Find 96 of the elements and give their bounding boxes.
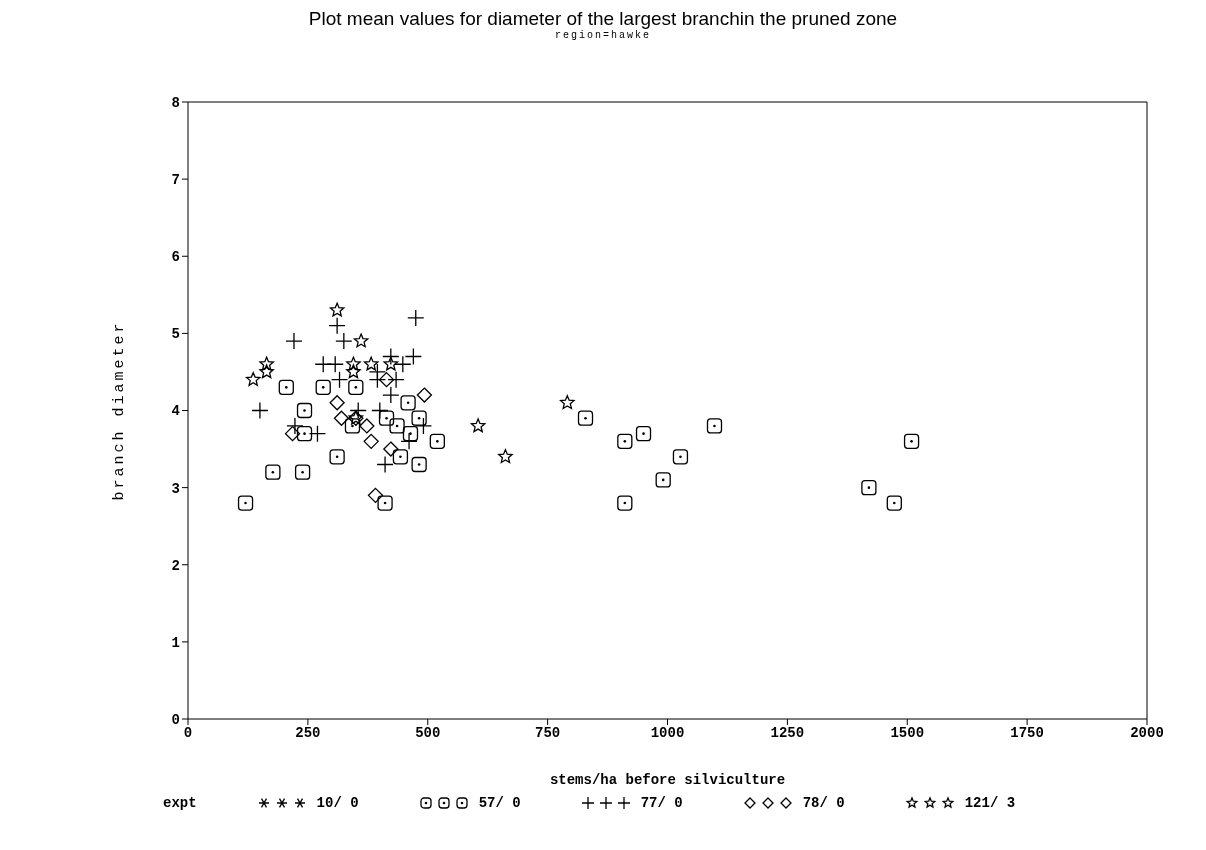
point [359,418,375,434]
point [383,356,399,371]
point [635,425,652,442]
point [382,347,400,366]
point [861,479,877,496]
legend-label: 10/ 0 [316,795,359,811]
point [328,317,346,335]
point [394,355,412,373]
point [346,364,361,379]
point [886,495,902,511]
point [368,371,387,389]
point [655,472,671,488]
point [404,347,423,366]
point [617,433,633,449]
point [333,410,350,426]
y-tick-label: 5 [171,326,180,343]
point [559,395,575,410]
point [335,332,353,350]
point [400,395,416,411]
point [308,424,327,443]
y-tick-label: 3 [171,480,180,497]
point [286,417,304,435]
x-tick-label: 2000 [1130,724,1164,741]
x-tick-label: 1250 [770,724,805,741]
point [498,449,513,464]
x-tick-label: 0 [183,724,193,741]
point [617,495,633,511]
point [329,449,345,465]
point [259,364,274,379]
y-tick-label: 7 [171,172,180,189]
y-axis-title: branch diameter [111,320,129,501]
point [348,379,364,396]
legend-title: expt [163,795,197,811]
y-tick-label: 4 [171,403,180,420]
point [383,441,399,457]
point [414,417,433,435]
point [371,401,389,420]
point [407,309,425,327]
x-tick-label: 500 [415,724,441,741]
point [237,495,254,511]
x-tick-label: 1750 [1010,724,1044,741]
y-tick-label: 6 [171,249,180,266]
point [346,356,361,371]
point [329,395,345,411]
point [315,379,331,396]
point [296,425,313,442]
point [706,418,723,434]
x-tick-label: 250 [295,724,321,741]
point [251,401,269,420]
point [278,379,294,396]
point [411,456,427,473]
point [326,355,344,373]
y-tick-label: 1 [171,634,180,651]
chart-subtitle: region=hawke [554,30,651,41]
point [376,455,394,474]
point [245,372,261,386]
point [577,410,594,426]
legend-label: 78/ 0 [802,795,845,811]
x-tick-label: 750 [535,724,561,741]
point [903,433,920,449]
x-tick-label: 1500 [890,724,925,741]
point [416,387,433,403]
point [382,386,400,404]
y-tick-label: 2 [171,557,180,574]
point [363,356,379,371]
point [265,464,281,480]
point [329,302,345,317]
point [377,495,393,511]
legend-label: 77/ 0 [640,795,683,811]
point [389,418,405,434]
point [285,332,303,350]
point [363,433,379,449]
point [296,402,313,419]
point [470,418,486,433]
point [349,401,367,420]
chart-title: Plot mean values for diameter of the largest branchin the pruned zone [307,8,899,30]
point [429,433,445,449]
point [411,410,427,426]
point [353,333,369,348]
point [367,487,384,503]
legend-label: 121/ 3 [964,795,1016,811]
legend-label: 57/ 0 [478,795,521,811]
point [402,425,419,442]
point [400,432,418,450]
x-axis-title: stems/ha before silviculture [549,772,786,788]
point [344,418,361,434]
point [294,464,311,480]
y-tick-label: 8 [171,94,180,111]
y-tick-label: 0 [171,711,180,728]
point [672,449,689,465]
point [259,356,274,371]
point [378,410,395,426]
point [330,371,349,389]
point [392,449,409,465]
x-tick-label: 1000 [650,724,685,741]
point [387,371,405,389]
